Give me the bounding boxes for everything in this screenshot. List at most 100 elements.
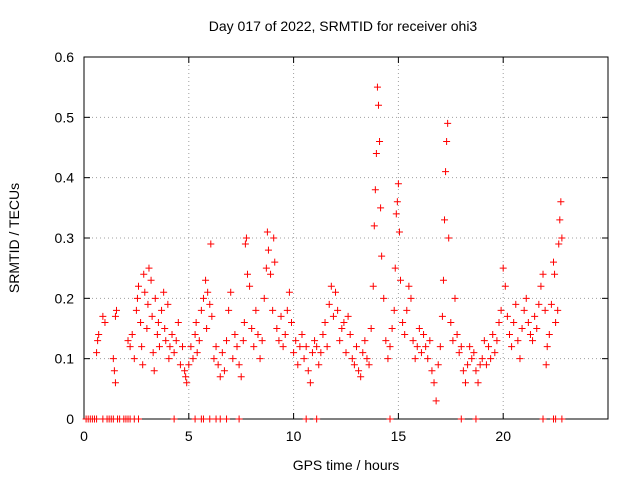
- data-point: [539, 270, 547, 278]
- data-point: [271, 258, 279, 266]
- data-point: [151, 294, 159, 302]
- data-point: [459, 367, 467, 375]
- data-point: [441, 216, 449, 224]
- data-point: [332, 288, 340, 296]
- data-point: [447, 318, 455, 326]
- data-point: [541, 306, 549, 314]
- data-point: [371, 186, 379, 194]
- data-point-zero: [191, 415, 199, 423]
- data-point: [158, 306, 166, 314]
- data-point: [558, 234, 566, 242]
- data-point: [304, 367, 312, 375]
- chart-title: Day 017 of 2022, SRMTID for receiver ohi…: [209, 18, 478, 34]
- data-point-zero: [235, 415, 243, 423]
- data-point: [229, 355, 237, 363]
- data-point: [552, 318, 560, 326]
- data-point: [445, 234, 453, 242]
- data-point: [95, 331, 103, 339]
- plot-frame: [83, 56, 609, 420]
- data-point: [329, 312, 337, 320]
- data-point: [461, 379, 469, 387]
- y-tick-label: 0.1: [55, 351, 75, 367]
- data-point-zero: [216, 415, 224, 423]
- data-point: [264, 246, 272, 254]
- data-point: [325, 300, 333, 308]
- x-tick-label: 5: [185, 428, 193, 444]
- data-point: [355, 367, 363, 375]
- data-point: [93, 349, 101, 357]
- y-tick-label: 0.4: [55, 170, 75, 186]
- data-point: [512, 300, 520, 308]
- data-point: [174, 318, 182, 326]
- x-axis-label: GPS time / hours: [293, 457, 400, 473]
- data-point: [189, 355, 197, 363]
- data-point: [438, 312, 446, 320]
- data-point: [399, 318, 407, 326]
- data-point: [285, 288, 293, 296]
- data-point: [370, 222, 378, 230]
- data-point: [537, 282, 545, 290]
- data-point: [134, 282, 142, 290]
- data-point: [197, 306, 205, 314]
- data-point: [111, 312, 119, 320]
- data-point: [207, 240, 215, 248]
- data-point: [359, 349, 367, 357]
- data-point: [468, 355, 476, 363]
- data-point: [296, 343, 304, 351]
- data-point: [390, 306, 398, 314]
- data-point: [111, 379, 119, 387]
- data-point: [302, 343, 310, 351]
- data-point: [413, 343, 421, 351]
- data-point: [290, 349, 298, 357]
- data-point-zero: [199, 415, 207, 423]
- data-point: [155, 343, 163, 351]
- data-point: [182, 373, 190, 381]
- data-point-zero: [223, 415, 231, 423]
- data-point-zero: [539, 415, 547, 423]
- data-point: [273, 325, 281, 332]
- data-point: [160, 288, 168, 296]
- data-point: [145, 264, 153, 272]
- data-point: [374, 101, 382, 109]
- data-point: [442, 168, 450, 176]
- data-point: [338, 325, 346, 332]
- data-point: [218, 349, 226, 357]
- data-point: [220, 367, 228, 375]
- data-point: [439, 276, 447, 284]
- data-point: [555, 240, 563, 248]
- data-point: [510, 318, 518, 326]
- data-point: [252, 306, 260, 314]
- data-point: [367, 325, 375, 332]
- data-point: [470, 349, 478, 357]
- data-point: [547, 300, 555, 308]
- data-point: [526, 331, 534, 339]
- data-point: [168, 331, 176, 339]
- data-point: [380, 294, 388, 302]
- data-point: [551, 270, 559, 278]
- data-point: [140, 270, 148, 278]
- data-point: [94, 337, 102, 345]
- data-point: [150, 367, 158, 375]
- data-point: [311, 337, 319, 345]
- data-point-zero: [93, 415, 101, 423]
- data-point: [444, 119, 452, 127]
- data-point: [199, 294, 207, 302]
- data-point: [132, 306, 140, 314]
- data-point: [306, 379, 314, 387]
- data-point: [206, 300, 214, 308]
- data-point: [191, 331, 199, 339]
- data-point: [436, 343, 444, 351]
- y-tick-label: 0.3: [55, 230, 75, 246]
- data-point-zero: [206, 415, 214, 423]
- data-point: [344, 312, 352, 320]
- data-point: [417, 349, 425, 357]
- data-point: [516, 355, 524, 363]
- data-point: [409, 337, 417, 345]
- data-point: [503, 312, 511, 320]
- data-point: [501, 282, 509, 290]
- data-point-zero: [170, 415, 178, 423]
- data-point: [457, 343, 465, 351]
- data-point: [298, 331, 306, 339]
- data-point: [109, 355, 117, 363]
- data-point: [382, 337, 390, 345]
